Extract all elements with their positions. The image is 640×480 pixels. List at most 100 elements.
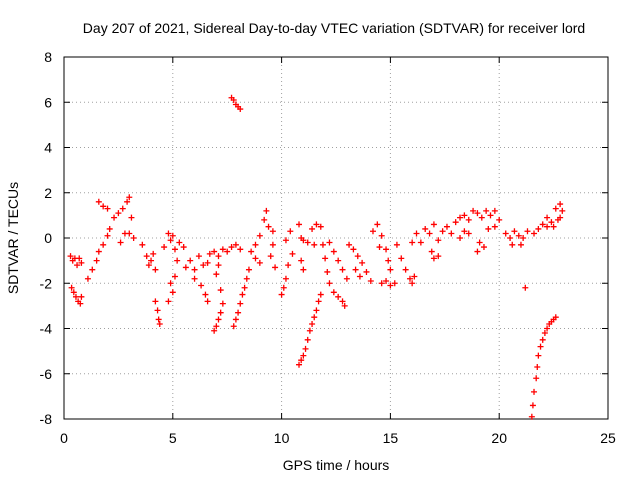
data-point <box>552 205 559 212</box>
data-point <box>496 216 503 223</box>
data-point <box>531 388 538 395</box>
data-point <box>298 357 305 364</box>
x-tick-label: 5 <box>169 430 177 446</box>
data-point <box>378 232 385 239</box>
data-point <box>78 293 85 300</box>
data-point <box>211 248 218 255</box>
data-point <box>313 307 320 314</box>
data-point <box>326 239 333 246</box>
data-point <box>165 230 172 237</box>
data-point <box>376 244 383 251</box>
data-point <box>313 221 320 228</box>
data-point <box>393 241 400 248</box>
data-point <box>154 307 161 314</box>
data-point <box>306 327 313 334</box>
data-point <box>215 262 222 269</box>
data-point <box>541 330 548 337</box>
x-tick-label: 15 <box>383 430 399 446</box>
data-point <box>509 241 516 248</box>
data-point <box>89 266 96 273</box>
data-point <box>300 237 307 244</box>
data-point <box>204 259 211 266</box>
data-point <box>241 284 248 291</box>
data-point <box>315 298 322 305</box>
data-point <box>402 266 409 273</box>
data-point <box>215 316 222 323</box>
data-point <box>198 282 205 289</box>
data-point <box>426 230 433 237</box>
data-point <box>156 320 163 327</box>
data-point <box>417 239 424 246</box>
data-point <box>245 266 252 273</box>
data-point <box>411 273 418 280</box>
data-point <box>359 259 366 266</box>
data-point <box>343 275 350 282</box>
data-point <box>317 291 324 298</box>
data-point <box>539 336 546 343</box>
data-point <box>480 244 487 251</box>
y-tick-label: 0 <box>44 230 52 246</box>
data-point <box>224 248 231 255</box>
data-points <box>67 94 566 420</box>
data-point <box>143 253 150 260</box>
data-point <box>167 280 174 287</box>
data-point <box>369 228 376 235</box>
data-point <box>387 266 394 273</box>
data-point <box>339 266 346 273</box>
data-point <box>302 345 309 352</box>
y-tick-label: -4 <box>40 321 53 337</box>
data-point <box>383 246 390 253</box>
data-point <box>104 232 111 239</box>
data-point <box>398 255 405 262</box>
data-point <box>356 273 363 280</box>
data-point <box>68 284 75 291</box>
data-point <box>219 246 226 253</box>
data-point <box>237 106 244 113</box>
y-axis-label: SDTVAR / TECUs <box>5 182 21 294</box>
data-point <box>191 266 198 273</box>
data-point <box>67 253 74 260</box>
data-point <box>474 248 481 255</box>
data-point <box>387 282 394 289</box>
data-point <box>269 241 276 248</box>
data-point <box>204 298 211 305</box>
data-point <box>167 237 174 244</box>
data-point <box>130 235 137 241</box>
data-point <box>298 257 305 264</box>
data-point <box>252 241 259 248</box>
data-point <box>507 235 514 241</box>
data-point <box>534 363 541 370</box>
data-point <box>187 257 194 264</box>
data-point <box>217 287 224 294</box>
data-point <box>430 255 437 262</box>
x-axis-label: GPS time / hours <box>283 457 390 473</box>
data-point <box>232 316 239 323</box>
data-point <box>465 230 472 237</box>
data-point <box>559 207 566 214</box>
data-point <box>511 228 518 235</box>
data-point <box>139 241 146 248</box>
data-point <box>117 239 124 246</box>
data-point <box>285 262 292 269</box>
data-point <box>522 284 529 291</box>
data-point <box>544 214 551 221</box>
data-point <box>228 244 235 251</box>
data-point <box>176 239 183 246</box>
data-point <box>155 316 162 323</box>
data-point <box>165 298 172 305</box>
data-point <box>145 262 152 269</box>
data-point <box>452 219 459 226</box>
data-point <box>106 225 113 232</box>
data-point <box>76 255 83 262</box>
data-point <box>252 255 259 262</box>
data-point <box>171 273 178 280</box>
data-point <box>161 244 168 251</box>
data-point <box>535 352 542 359</box>
data-point <box>363 268 370 275</box>
data-point <box>304 239 311 246</box>
data-point <box>95 198 102 205</box>
data-point <box>309 225 316 232</box>
data-point <box>491 207 498 214</box>
data-point <box>267 253 274 260</box>
data-point <box>174 257 181 264</box>
